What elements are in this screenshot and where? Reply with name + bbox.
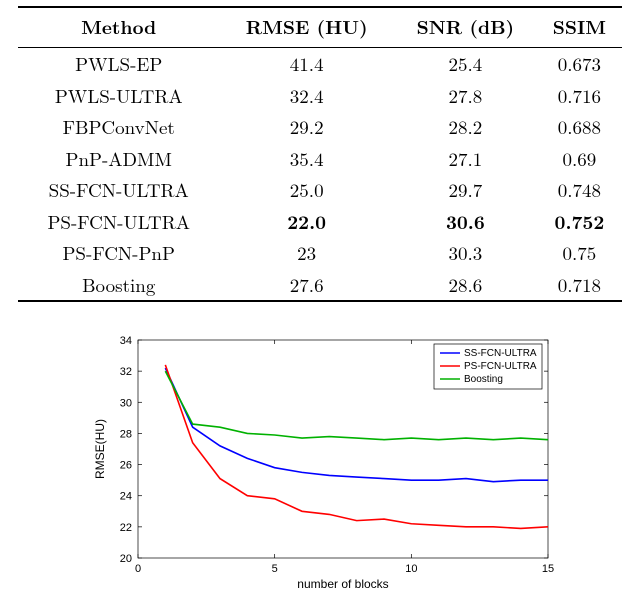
results-table: Method RMSE (HU) SNR (dB) SSIM PWLS-EP41…	[18, 6, 622, 302]
table-row: Boosting27.628.60.718	[18, 269, 622, 300]
cell-rmse: 27.6	[219, 269, 393, 300]
cell-snr: 25.4	[394, 48, 537, 80]
cell-method: PS-FCN-ULTRA	[18, 206, 219, 237]
cell-ssim: 0.688	[537, 111, 622, 142]
legend-label: PS-FCN-ULTRA	[464, 361, 537, 372]
x-tick-label: 10	[405, 563, 417, 575]
table-row: PS-FCN-ULTRA22.030.60.752	[18, 206, 622, 237]
table-row: PWLS-EP41.425.40.673	[18, 48, 622, 80]
y-tick-label: 22	[120, 522, 132, 534]
cell-rmse: 35.4	[219, 143, 393, 174]
y-tick-label: 26	[120, 460, 132, 472]
results-body: PWLS-EP41.425.40.673PWLS-ULTRA32.427.80.…	[18, 48, 622, 300]
y-tick-label: 24	[120, 491, 132, 503]
cell-snr: 28.2	[394, 111, 537, 142]
table-header-row: Method RMSE (HU) SNR (dB) SSIM	[18, 7, 622, 48]
y-tick-label: 34	[120, 335, 132, 347]
cell-ssim: 0.716	[537, 80, 622, 111]
table-row: FBPConvNet29.228.20.688	[18, 111, 622, 142]
cell-snr: 27.1	[394, 143, 537, 174]
cell-ssim: 0.748	[537, 174, 622, 205]
cell-rmse: 25.0	[219, 174, 393, 205]
cell-method: FBPConvNet	[18, 111, 219, 142]
cell-method: Boosting	[18, 269, 219, 300]
table-row: PnP-ADMM35.427.10.69	[18, 143, 622, 174]
col-rmse: RMSE (HU)	[219, 7, 393, 48]
cell-method: PWLS-EP	[18, 48, 219, 80]
cell-snr: 30.3	[394, 237, 537, 268]
cell-ssim: 0.75	[537, 237, 622, 268]
x-tick-label: 5	[272, 563, 278, 575]
y-tick-label: 28	[120, 428, 132, 440]
cell-snr: 27.8	[394, 80, 537, 111]
y-tick-label: 32	[120, 366, 132, 378]
cell-snr: 28.6	[394, 269, 537, 300]
cell-rmse: 23	[219, 237, 393, 268]
x-axis-label: number of blocks	[297, 577, 388, 591]
table-row: PWLS-ULTRA32.427.80.716	[18, 80, 622, 111]
legend-label: Boosting	[464, 374, 503, 385]
cell-snr: 30.6	[394, 206, 537, 237]
table-row: PS-FCN-PnP2330.30.75	[18, 237, 622, 268]
cell-ssim: 0.69	[537, 143, 622, 174]
cell-snr: 29.7	[394, 174, 537, 205]
x-tick-label: 15	[542, 563, 554, 575]
col-snr: SNR (dB)	[394, 7, 537, 48]
cell-rmse: 32.4	[219, 80, 393, 111]
cell-ssim: 0.673	[537, 48, 622, 80]
cell-method: PnP-ADMM	[18, 143, 219, 174]
y-tick-label: 30	[120, 397, 132, 409]
y-axis-label: RMSE(HU)	[93, 419, 107, 479]
x-tick-label: 0	[135, 563, 141, 575]
table-row: SS-FCN-ULTRA25.029.70.748	[18, 174, 622, 205]
cell-method: PWLS-ULTRA	[18, 80, 219, 111]
cell-rmse: 29.2	[219, 111, 393, 142]
y-tick-label: 20	[120, 553, 132, 565]
col-ssim: SSIM	[537, 7, 622, 48]
rmse-chart: 0 5 10 15 20 22 24 26 28 30 32 34 number of blocks RM…	[80, 326, 560, 596]
cell-method: PS-FCN-PnP	[18, 237, 219, 268]
col-method: Method	[18, 7, 219, 48]
cell-method: SS-FCN-ULTRA	[18, 174, 219, 205]
cell-rmse: 22.0	[219, 206, 393, 237]
cell-ssim: 0.752	[537, 206, 622, 237]
cell-ssim: 0.718	[537, 269, 622, 300]
legend-label: SS-FCN-ULTRA	[464, 348, 537, 359]
cell-rmse: 41.4	[219, 48, 393, 80]
